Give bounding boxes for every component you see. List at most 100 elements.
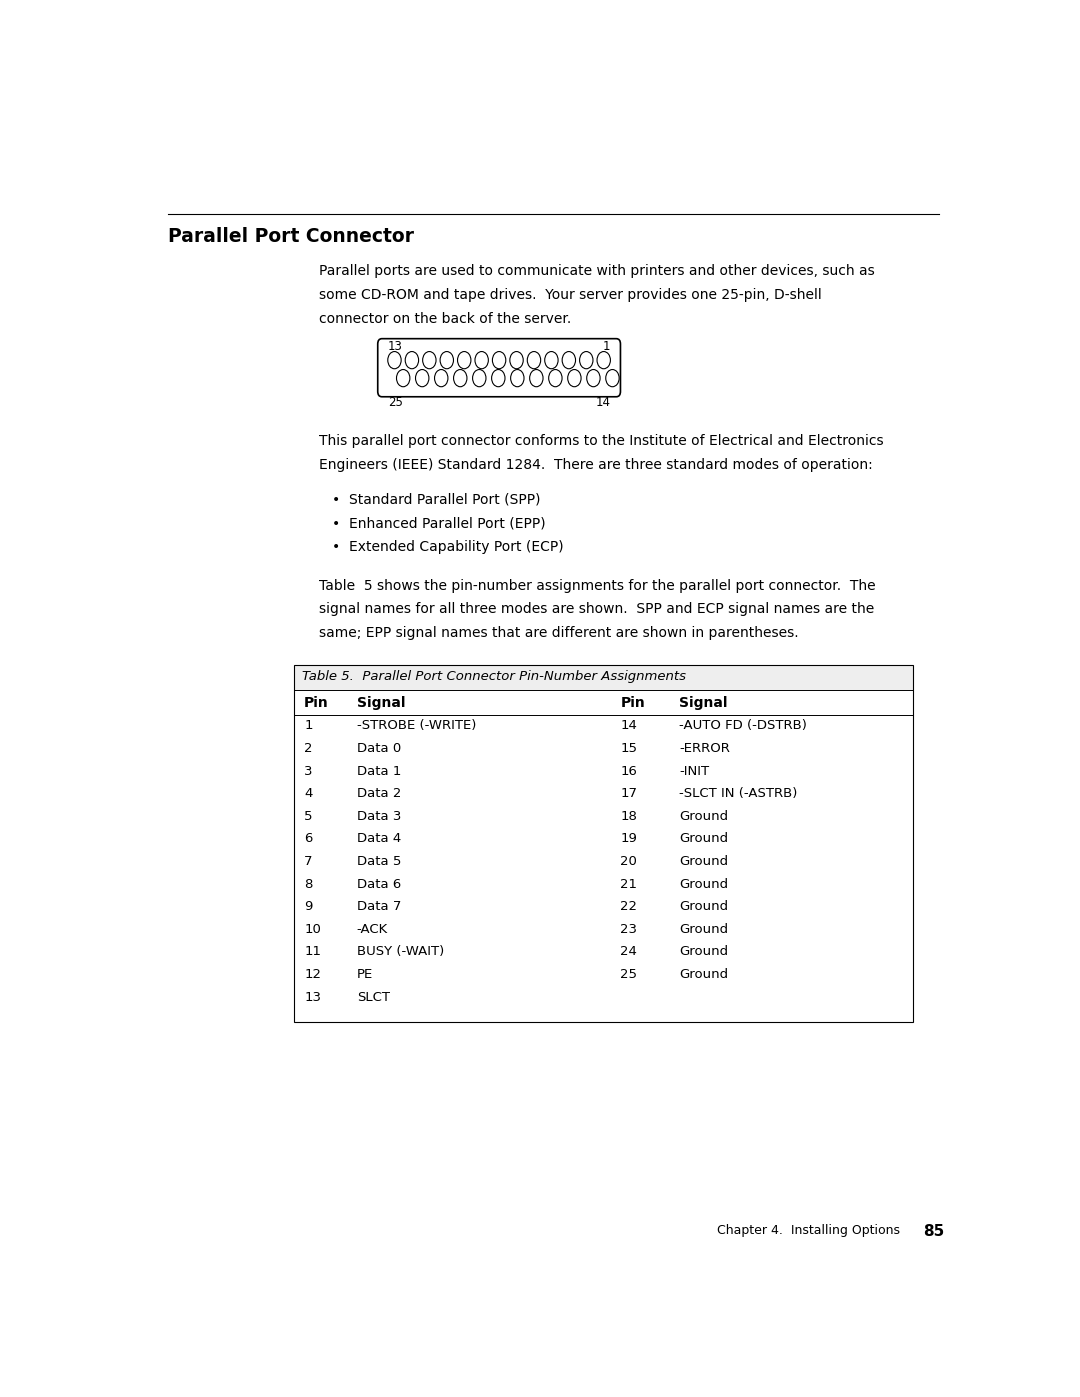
Text: Pin: Pin [620, 696, 645, 710]
Circle shape [388, 352, 401, 369]
Text: some CD-ROM and tape drives.  Your server provides one 25-pin, D-shell: some CD-ROM and tape drives. Your server… [320, 288, 822, 302]
Circle shape [563, 352, 576, 369]
Text: -AUTO FD (-DSTRB): -AUTO FD (-DSTRB) [679, 719, 807, 732]
Text: •  Extended Capability Port (ECP): • Extended Capability Port (ECP) [332, 539, 564, 553]
Text: 20: 20 [620, 855, 637, 868]
Text: 23: 23 [620, 923, 637, 936]
Text: -INIT: -INIT [679, 764, 710, 778]
Circle shape [529, 370, 543, 387]
Text: Pin: Pin [305, 696, 328, 710]
Text: BUSY (-WAIT): BUSY (-WAIT) [356, 946, 444, 958]
FancyBboxPatch shape [378, 338, 620, 397]
Text: Data 2: Data 2 [356, 788, 401, 800]
Text: Ground: Ground [679, 900, 728, 914]
Text: Ground: Ground [679, 923, 728, 936]
Text: 10: 10 [305, 923, 321, 936]
Text: 85: 85 [923, 1224, 945, 1239]
Text: 7: 7 [305, 855, 312, 868]
Text: 24: 24 [620, 946, 637, 958]
Bar [294, 665, 914, 1021]
Text: Data 3: Data 3 [356, 810, 401, 823]
Text: 13: 13 [305, 990, 321, 1003]
Circle shape [405, 352, 419, 369]
Text: same; EPP signal names that are different are shown in parentheses.: same; EPP signal names that are differen… [320, 626, 799, 640]
Text: 6: 6 [305, 833, 312, 845]
Text: 21: 21 [620, 877, 637, 891]
Circle shape [511, 370, 524, 387]
Text: 11: 11 [305, 946, 321, 958]
Text: 14: 14 [620, 719, 637, 732]
Circle shape [454, 370, 467, 387]
Text: 1: 1 [603, 339, 610, 353]
Text: signal names for all three modes are shown.  SPP and ECP signal names are the: signal names for all three modes are sho… [320, 602, 875, 616]
Text: Data 6: Data 6 [356, 877, 401, 891]
Circle shape [549, 370, 562, 387]
Circle shape [527, 352, 541, 369]
Circle shape [396, 370, 410, 387]
Text: Chapter 4.  Installing Options: Chapter 4. Installing Options [717, 1224, 900, 1236]
Text: Ground: Ground [679, 946, 728, 958]
Circle shape [473, 370, 486, 387]
Text: Signal: Signal [356, 696, 405, 710]
Text: -ACK: -ACK [356, 923, 388, 936]
Text: -STROBE (-WRITE): -STROBE (-WRITE) [356, 719, 476, 732]
Text: Data 0: Data 0 [356, 742, 401, 754]
Text: Ground: Ground [679, 855, 728, 868]
Text: •  Enhanced Parallel Port (EPP): • Enhanced Parallel Port (EPP) [332, 515, 545, 531]
Text: 22: 22 [620, 900, 637, 914]
Text: Table 5.  Parallel Port Connector Pin-Number Assignments: Table 5. Parallel Port Connector Pin-Num… [302, 671, 687, 683]
Text: 25: 25 [388, 395, 403, 409]
Circle shape [544, 352, 558, 369]
Text: connector on the back of the server.: connector on the back of the server. [320, 312, 571, 326]
Text: Data 1: Data 1 [356, 764, 401, 778]
Circle shape [440, 352, 454, 369]
Text: PE: PE [356, 968, 373, 981]
Text: 1: 1 [305, 719, 312, 732]
Text: 16: 16 [620, 764, 637, 778]
Text: Table  5 shows the pin-number assignments for the parallel port connector.  The: Table 5 shows the pin-number assignments… [320, 578, 876, 592]
Circle shape [422, 352, 436, 369]
Text: -SLCT IN (-ASTRB): -SLCT IN (-ASTRB) [679, 788, 797, 800]
Circle shape [606, 370, 619, 387]
Circle shape [568, 370, 581, 387]
Text: 17: 17 [620, 788, 637, 800]
Bar [294, 665, 914, 690]
Text: •  Standard Parallel Port (SPP): • Standard Parallel Port (SPP) [332, 493, 540, 507]
Text: Parallel Port Connector: Parallel Port Connector [168, 226, 415, 246]
Circle shape [491, 370, 505, 387]
Text: 15: 15 [620, 742, 637, 754]
Text: 19: 19 [620, 833, 637, 845]
Circle shape [597, 352, 610, 369]
Circle shape [458, 352, 471, 369]
Text: 13: 13 [388, 339, 403, 353]
Text: 3: 3 [305, 764, 312, 778]
Text: 12: 12 [305, 968, 321, 981]
Circle shape [416, 370, 429, 387]
Circle shape [586, 370, 600, 387]
Text: 2: 2 [305, 742, 312, 754]
Text: Data 5: Data 5 [356, 855, 401, 868]
Text: 14: 14 [595, 395, 610, 409]
Text: Data 4: Data 4 [356, 833, 401, 845]
Text: Data 7: Data 7 [356, 900, 401, 914]
Text: SLCT: SLCT [356, 990, 390, 1003]
Text: Ground: Ground [679, 877, 728, 891]
Text: Ground: Ground [679, 810, 728, 823]
Circle shape [580, 352, 593, 369]
Text: 25: 25 [620, 968, 637, 981]
Text: -ERROR: -ERROR [679, 742, 730, 754]
Text: Ground: Ground [679, 968, 728, 981]
Text: 4: 4 [305, 788, 312, 800]
Circle shape [510, 352, 523, 369]
Text: 18: 18 [620, 810, 637, 823]
Circle shape [434, 370, 448, 387]
Text: Ground: Ground [679, 833, 728, 845]
Text: Parallel ports are used to communicate with printers and other devices, such as: Parallel ports are used to communicate w… [320, 264, 875, 278]
Text: 9: 9 [305, 900, 312, 914]
Text: This parallel port connector conforms to the Institute of Electrical and Electro: This parallel port connector conforms to… [320, 434, 883, 448]
Text: 8: 8 [305, 877, 312, 891]
Text: Signal: Signal [679, 696, 728, 710]
Text: Engineers (IEEE) Standard 1284.  There are three standard modes of operation:: Engineers (IEEE) Standard 1284. There ar… [320, 458, 873, 472]
Circle shape [492, 352, 505, 369]
Text: 5: 5 [305, 810, 312, 823]
